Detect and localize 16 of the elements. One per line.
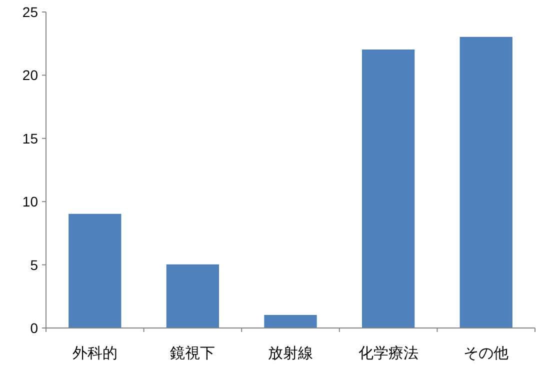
bar bbox=[362, 50, 415, 328]
y-tick-label: 0 bbox=[30, 320, 38, 336]
bar bbox=[166, 264, 220, 328]
bar bbox=[264, 314, 317, 328]
x-tick-label: その他 bbox=[464, 345, 509, 362]
x-tick-label: 鏡視下 bbox=[170, 345, 216, 362]
x-tick-label: 外科的 bbox=[72, 345, 118, 362]
y-tick-label: 25 bbox=[22, 4, 38, 20]
y-tick-label: 20 bbox=[22, 67, 38, 84]
bar bbox=[460, 36, 512, 328]
bar bbox=[68, 214, 122, 328]
x-tick-label: 放射線 bbox=[268, 345, 313, 362]
y-tick-label: 5 bbox=[30, 256, 38, 273]
y-tick-label: 15 bbox=[22, 130, 38, 146]
y-tick-label: 10 bbox=[22, 194, 38, 210]
x-tick-label: 化学療法 bbox=[358, 345, 418, 362]
